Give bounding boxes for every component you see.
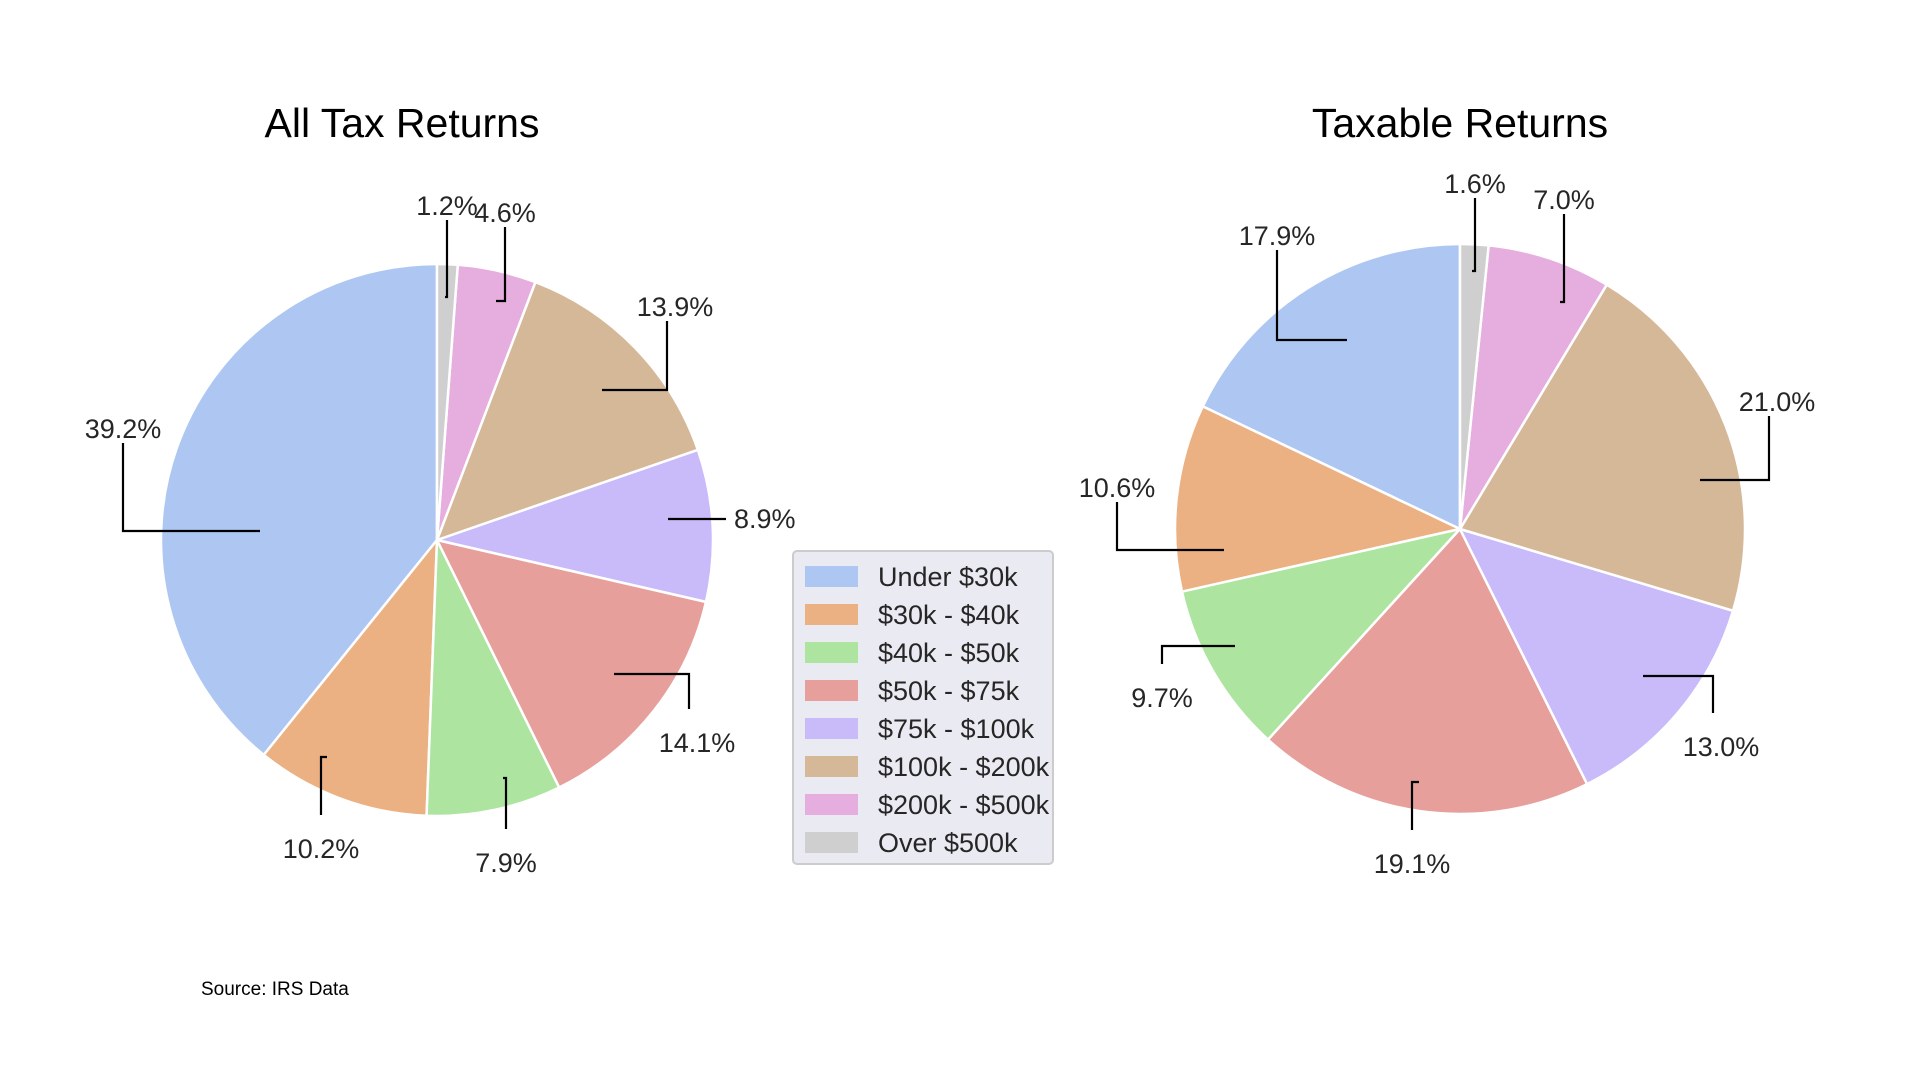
leader-line-100k-200k: [1700, 416, 1771, 482]
percent-label-under-30k: 39.2%: [85, 414, 162, 444]
pie-taxable-returns: Taxable Returns 17.9% 10.6% 9.7% 19.1% 13.0%…: [1079, 100, 1816, 879]
legend-item-40k-50k: $40k - $50k: [805, 638, 1020, 668]
pie-slice-under-30k: [1201, 242, 1462, 531]
percent-label-75k-100k: 13.0%: [1683, 732, 1760, 762]
legend-item-100k-200k: $100k - $200k: [805, 752, 1050, 782]
legend-item-50k-75k: $50k - $75k: [805, 676, 1020, 706]
leader-line-100k-200k: [602, 321, 669, 392]
leader-line-under-30k: [1275, 250, 1347, 342]
legend: Under $30k $30k - $40k $40k - $50k $50k - $…: [792, 550, 1054, 865]
percent-label-30k-40k: 10.6%: [1079, 473, 1156, 503]
legend-swatch: [805, 604, 858, 625]
leader-line-40k-50k: [1160, 644, 1235, 664]
legend-label: $200k - $500k: [878, 790, 1050, 820]
leader-line-30k-40k: [1115, 502, 1224, 552]
legend-swatch: [805, 718, 858, 739]
legend-label: $40k - $50k: [878, 638, 1020, 668]
legend-label: $100k - $200k: [878, 752, 1050, 782]
pie-slice-30k-40k: [1173, 405, 1462, 593]
leader-line-over-500k: [445, 220, 449, 299]
legend-label: $50k - $75k: [878, 676, 1020, 706]
percent-label-50k-75k: 14.1%: [659, 728, 736, 758]
legend-item-30k-40k: $30k - $40k: [805, 600, 1020, 630]
legend-item-200k-500k: $200k - $500k: [805, 790, 1050, 820]
pie-slice-40k-50k: [425, 538, 561, 818]
legend-item-under-30k: Under $30k: [805, 562, 1018, 592]
leader-line-75k-100k: [1643, 674, 1715, 713]
pie-slice-30k-40k: [262, 538, 439, 818]
legend-swatch: [805, 566, 858, 587]
legend-label: Over $500k: [878, 828, 1018, 858]
source-note: Source: IRS Data: [201, 979, 349, 1000]
pie-slice-100k-200k: [435, 280, 700, 542]
pie-slices: [1173, 242, 1747, 816]
leader-line-50k-75k: [614, 672, 691, 709]
percent-labels: 17.9% 10.6% 9.7% 19.1% 13.0% 21.0% 7.0% 1.6%: [1079, 169, 1816, 879]
leader-line-under-30k: [121, 443, 260, 533]
legend-frame: [792, 550, 1054, 865]
percent-label-30k-40k: 10.2%: [283, 834, 360, 864]
pie-slice-100k-200k: [1458, 283, 1747, 612]
percent-label-75k-100k: 8.9%: [734, 504, 796, 534]
legend-swatch: [805, 680, 858, 701]
legend-label: Under $30k: [878, 562, 1018, 592]
pie-slice-50k-75k: [435, 538, 708, 789]
percent-label-under-30k: 17.9%: [1239, 221, 1316, 251]
legend-label: $30k - $40k: [878, 600, 1020, 630]
percent-label-over-500k: 1.6%: [1444, 169, 1506, 199]
pie-all-tax-returns: All Tax Returns 39.2% 10.2% 7.9% 14.1% 8.9% 1…: [85, 100, 796, 878]
legend-item-75k-100k: $75k - $100k: [805, 714, 1035, 744]
legend-item-over-500k: Over $500k: [805, 828, 1018, 858]
legend-swatch: [805, 832, 858, 853]
leader-lines: [121, 220, 726, 829]
percent-label-50k-75k: 19.1%: [1374, 849, 1451, 879]
legend-label: $75k - $100k: [878, 714, 1035, 744]
leader-line-50k-75k: [1410, 780, 1419, 830]
legend-swatch: [805, 794, 858, 815]
percent-label-100k-200k: 13.9%: [637, 292, 714, 322]
leader-line-200k-500k: [1560, 214, 1566, 304]
leader-line-40k-50k: [503, 776, 508, 829]
legend-swatch: [805, 642, 858, 663]
leader-line-30k-40k: [319, 755, 327, 815]
percent-label-200k-500k: 4.6%: [474, 198, 536, 228]
leader-line-200k-500k: [496, 227, 507, 303]
leader-lines: [1115, 198, 1771, 830]
percent-label-40k-50k: 9.7%: [1131, 683, 1193, 713]
pie-slices: [159, 262, 715, 818]
percent-label-100k-200k: 21.0%: [1739, 387, 1816, 417]
leader-line-over-500k: [1472, 198, 1477, 273]
pie-slice-40k-50k: [1180, 527, 1462, 741]
percent-label-200k-500k: 7.0%: [1533, 185, 1595, 215]
pie-slice-75k-100k: [435, 448, 715, 604]
percent-labels: 39.2% 10.2% 7.9% 14.1% 8.9% 13.9% 4.6%1.2%: [85, 191, 796, 878]
legend-swatch: [805, 756, 858, 777]
percent-label-40k-50k: 7.9%: [475, 848, 537, 878]
pie-slice-200k-500k: [1458, 244, 1608, 531]
pie-slice-under-30k: [159, 262, 439, 757]
chart-title-taxable-returns: Taxable Returns: [1312, 100, 1608, 146]
percent-label-over-500k: 1.2%: [416, 191, 478, 221]
pie-slice-50k-75k: [1266, 527, 1589, 816]
pie-slice-75k-100k: [1458, 527, 1735, 786]
chart-title-all-tax-returns: All Tax Returns: [265, 100, 540, 146]
legend-items: Under $30k $30k - $40k $40k - $50k $50k - $…: [805, 562, 1050, 858]
